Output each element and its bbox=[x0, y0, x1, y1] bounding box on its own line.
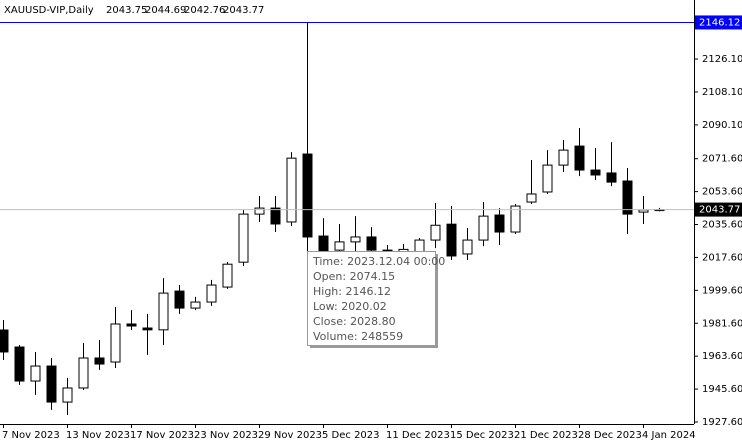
y-tick-label: 2017.60 bbox=[702, 252, 742, 263]
x-tick-label: 5 Dec 2023 bbox=[322, 430, 380, 441]
candle-up bbox=[638, 209, 649, 213]
y-tick-label: 1945.60 bbox=[702, 384, 742, 395]
tooltip-line: Volume: 248559 bbox=[313, 330, 403, 343]
candle-up bbox=[542, 164, 553, 193]
y-tick-label: 2090.10 bbox=[702, 120, 742, 131]
candle-down bbox=[494, 214, 505, 233]
header-close: 2043.77 bbox=[223, 5, 264, 16]
candle-up bbox=[350, 236, 361, 243]
candle-up bbox=[222, 263, 233, 288]
x-tick-label: 28 Dec 2023 bbox=[578, 430, 642, 441]
y-tick-label: 2126.10 bbox=[702, 54, 742, 65]
candle-down bbox=[302, 153, 313, 238]
header-low: 2042.76 bbox=[184, 5, 225, 16]
x-tick-label: 4 Jan 2024 bbox=[642, 430, 696, 441]
x-tick-label: 13 Nov 2023 bbox=[66, 430, 130, 441]
price-box bbox=[695, 202, 742, 217]
candle-up bbox=[526, 193, 537, 203]
candle-up bbox=[558, 149, 569, 166]
candle-up bbox=[190, 301, 201, 309]
candle-down bbox=[574, 145, 585, 171]
candle-down bbox=[606, 172, 617, 183]
tooltip-line: High: 2146.12 bbox=[313, 285, 391, 298]
y-tick-label: 1981.60 bbox=[702, 318, 742, 329]
x-tick-label: 21 Dec 2023 bbox=[514, 430, 578, 441]
candle-up bbox=[158, 292, 169, 331]
candle-up bbox=[238, 213, 249, 263]
candle-up bbox=[206, 284, 217, 303]
chart-title: XAUUSD-VIP,Daily bbox=[4, 5, 94, 16]
candle-up bbox=[286, 157, 297, 223]
candle-up bbox=[430, 224, 441, 241]
candle-down bbox=[46, 365, 57, 403]
candle-up bbox=[62, 387, 73, 403]
y-tick-label: 1999.60 bbox=[702, 285, 742, 296]
candle-up bbox=[510, 205, 521, 233]
candle-up bbox=[78, 357, 89, 389]
candle-down bbox=[590, 169, 601, 176]
candle-down bbox=[126, 323, 137, 327]
price-label: 2043.77 bbox=[699, 205, 740, 216]
x-tick-label: 11 Dec 2023 bbox=[386, 430, 450, 441]
candle-up bbox=[254, 207, 265, 215]
tooltip-line: Close: 2028.80 bbox=[313, 315, 396, 328]
candle-down bbox=[446, 223, 457, 257]
y-tick-label: 1927.60 bbox=[702, 417, 742, 428]
candle-down bbox=[142, 327, 153, 331]
header-open: 2043.75 bbox=[106, 5, 147, 16]
high-price-box bbox=[695, 15, 742, 30]
candle-down bbox=[366, 236, 377, 251]
plot bbox=[0, 21, 694, 416]
y-tick-label: 2053.60 bbox=[702, 187, 742, 198]
tooltip-line: Time: 2023.12.04 00:00 bbox=[312, 255, 445, 268]
candle-down bbox=[622, 180, 633, 215]
tooltip-line: Open: 2074.15 bbox=[313, 270, 395, 283]
y-tick-label: 2035.60 bbox=[702, 220, 742, 231]
x-tick-label: 23 Nov 2023 bbox=[194, 430, 258, 441]
y-tick-label: 1963.60 bbox=[702, 351, 742, 362]
y-tick-label: 2108.10 bbox=[702, 87, 742, 98]
candle-down bbox=[318, 235, 329, 253]
x-tick-label: 15 Dec 2023 bbox=[450, 430, 514, 441]
candle-down bbox=[14, 346, 25, 382]
x-tick-label: 7 Nov 2023 bbox=[2, 430, 60, 441]
x-tick-label: 17 Nov 2023 bbox=[130, 430, 194, 441]
candle-up bbox=[334, 241, 345, 251]
candle-down bbox=[0, 329, 9, 353]
candle-up bbox=[30, 365, 41, 382]
candle-up bbox=[478, 215, 489, 241]
header-high: 2044.69 bbox=[145, 5, 186, 16]
x-tick-label: 29 Nov 2023 bbox=[258, 430, 322, 441]
candle-down bbox=[174, 290, 185, 309]
candle-down bbox=[94, 357, 105, 365]
candle-down bbox=[270, 207, 281, 225]
tooltip: Time: 2023.12.04 00:00 Open: 2074.15 High:… bbox=[307, 251, 445, 348]
candle-up bbox=[462, 239, 473, 255]
tooltip-box bbox=[307, 251, 436, 346]
candle-up bbox=[110, 323, 121, 363]
tooltip-line: Low: 2020.02 bbox=[313, 300, 387, 313]
high-price-label: 2146.12 bbox=[699, 17, 740, 28]
y-tick-label: 2071.60 bbox=[702, 154, 742, 165]
